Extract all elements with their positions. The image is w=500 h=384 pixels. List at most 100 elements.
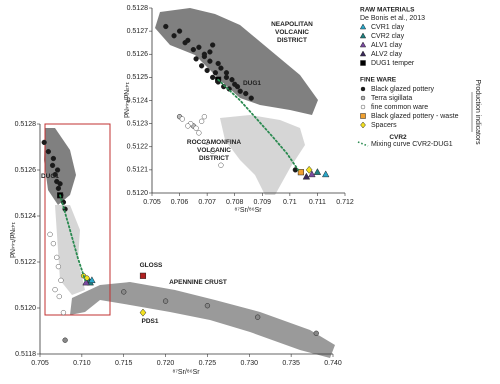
legend-swatch xyxy=(359,41,367,48)
mixing-curve xyxy=(59,194,87,282)
point xyxy=(190,46,197,53)
point xyxy=(171,33,177,39)
y-tick-label: 0.5128 xyxy=(127,5,149,12)
point xyxy=(193,125,199,131)
point xyxy=(204,139,210,145)
x-tick-label: 0.708 xyxy=(226,199,244,206)
annotation-line: VOLCANIC xyxy=(275,29,309,36)
roccamonfina-field xyxy=(55,205,85,295)
point xyxy=(56,293,62,300)
legend-swatch xyxy=(360,60,366,66)
point xyxy=(162,298,169,304)
annotation-line: APENNINE CRUST xyxy=(169,279,227,286)
y-tick-label: 0.5124 xyxy=(127,97,149,104)
y-tick-label: 0.5128 xyxy=(15,121,37,128)
point xyxy=(139,308,147,317)
x-tick-label: 0.740 xyxy=(324,360,342,367)
legend-heading: RAW MATERIALS xyxy=(360,7,415,14)
y-tick-label: 0.5124 xyxy=(15,213,37,220)
point xyxy=(212,70,219,76)
point xyxy=(121,289,127,295)
legend-label: ALV2 clay xyxy=(371,51,402,58)
point xyxy=(179,116,185,122)
y-tick-label: 0.5127 xyxy=(127,28,149,35)
y-tick-label: 0.5122 xyxy=(127,144,149,151)
y-tick-label: 0.5126 xyxy=(15,167,37,174)
neapolitan-field xyxy=(44,128,76,205)
point xyxy=(204,303,211,309)
annotation: DUG1 xyxy=(243,80,261,87)
roccamonfina-field xyxy=(220,115,305,195)
point xyxy=(201,53,208,60)
legend-swatch xyxy=(360,113,366,119)
annotation: ROCCAMONFINA VOLCANIC DISTRICT xyxy=(187,139,241,162)
point xyxy=(321,170,330,178)
mixing-curve xyxy=(217,78,300,171)
legend-label: Black glazed pottery - waste xyxy=(371,113,459,120)
point xyxy=(52,286,58,293)
point xyxy=(62,337,68,343)
point xyxy=(223,74,230,81)
point xyxy=(305,165,313,174)
annotation: DUG1 xyxy=(41,173,59,180)
point xyxy=(54,254,60,261)
legend-label: CVR2 clay xyxy=(371,33,405,40)
legend-label: fine common ware xyxy=(371,104,428,111)
annotation-line: DISTRICT xyxy=(199,155,229,162)
y-axis-label: ¹⁴³Nd/¹⁴⁴Nd xyxy=(122,82,129,118)
point xyxy=(82,278,90,286)
x-tick-label: 0.715 xyxy=(115,360,133,367)
x-tick-label: 0.725 xyxy=(199,360,217,367)
point xyxy=(139,272,147,279)
annotation: NEAPOLITAN VOLCANIC DISTRICT xyxy=(271,21,313,44)
legend-swatch xyxy=(357,141,369,147)
annotation-line: DUG1 xyxy=(41,173,59,180)
point xyxy=(204,67,210,74)
y-axis-label: ¹⁴³Nd/¹⁴⁴Nd xyxy=(8,222,15,258)
x-tick-label: 0.705 xyxy=(143,199,161,206)
legend-swatch xyxy=(359,23,367,30)
point xyxy=(45,148,52,155)
x-tick-label: 0.730 xyxy=(241,360,259,367)
annotation: PDS1 xyxy=(142,318,159,325)
point xyxy=(218,162,224,168)
point xyxy=(215,60,221,67)
point xyxy=(60,309,67,316)
legend-label: DUG1 temper xyxy=(371,60,415,67)
annotation: GLOSS xyxy=(140,262,163,269)
legend-label: Black glazed pottery xyxy=(371,86,435,93)
legend-swatch xyxy=(360,95,366,101)
x-tick-label: 0.709 xyxy=(254,199,272,206)
point xyxy=(302,172,311,180)
x-tick-label: 0.712 xyxy=(336,199,354,206)
y-tick-label: 0.5121 xyxy=(127,167,149,174)
point xyxy=(313,330,319,336)
point xyxy=(234,83,241,90)
point xyxy=(50,155,57,162)
apennine-field xyxy=(70,282,335,358)
legend-swatch xyxy=(360,104,366,110)
annotation: CVR2 xyxy=(389,134,407,141)
point xyxy=(313,168,322,175)
point xyxy=(308,170,316,178)
point xyxy=(229,77,235,83)
point xyxy=(47,231,53,238)
legend-label: Mixing curve CVR2-DUG1 xyxy=(371,141,453,148)
point xyxy=(297,169,304,176)
point xyxy=(243,90,249,97)
point xyxy=(198,118,205,124)
x-tick-label: 0.710 xyxy=(73,360,91,367)
annotation-line: ROCCAMONFINA xyxy=(187,139,241,146)
point xyxy=(50,240,57,247)
point xyxy=(193,56,199,62)
annotation-line: PDS1 xyxy=(142,318,159,325)
point xyxy=(218,65,224,71)
y-tick-label: 0.5122 xyxy=(15,259,37,266)
point xyxy=(185,123,191,129)
legend-swatch xyxy=(360,86,366,92)
point xyxy=(223,70,230,76)
y-tick-label: 0.5123 xyxy=(127,120,149,127)
y-tick-label: 0.5120 xyxy=(127,190,149,197)
annotation-line: NEAPOLITAN xyxy=(271,21,313,28)
